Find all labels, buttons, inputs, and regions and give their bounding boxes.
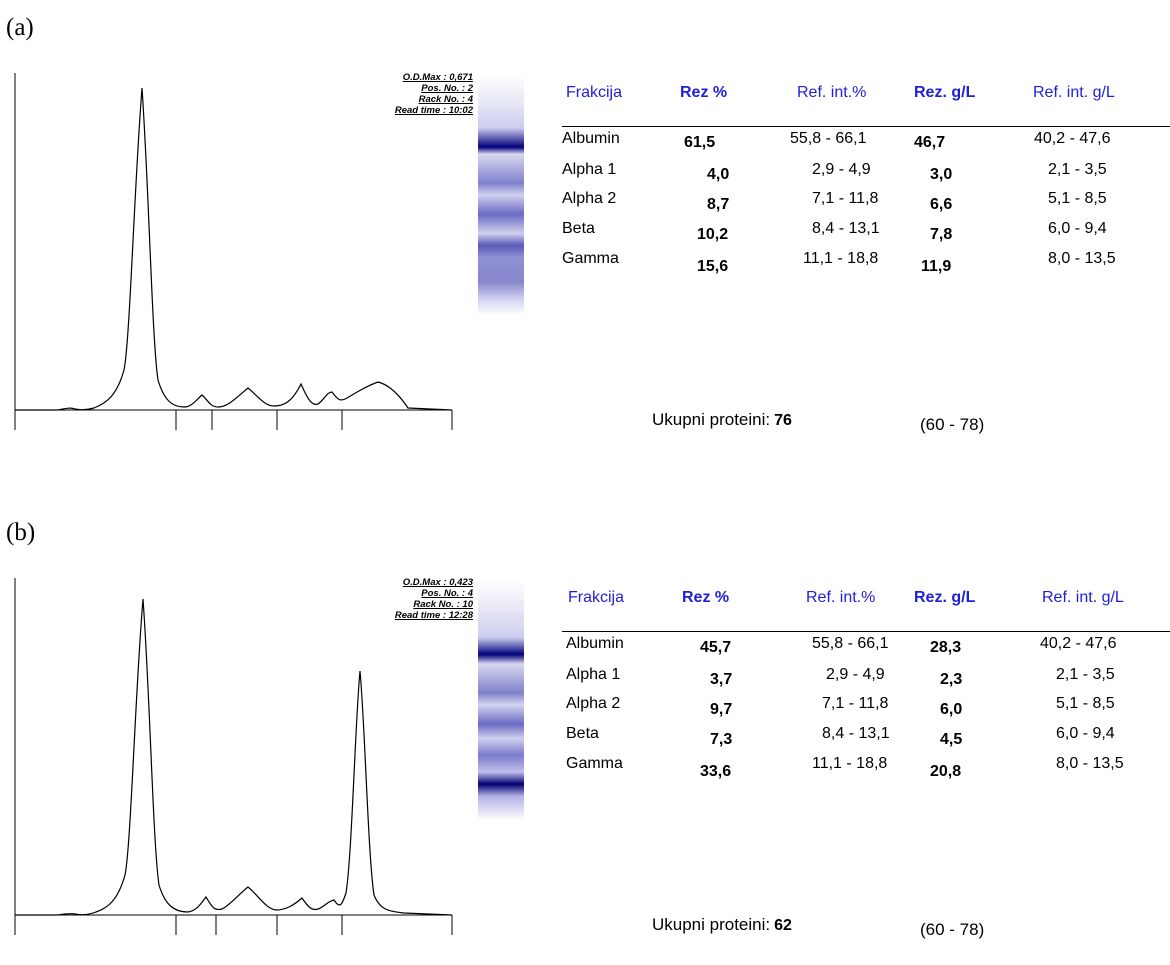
- fraction-name: Gamma: [566, 755, 623, 772]
- fraction-name: Alpha 1: [562, 161, 617, 178]
- col-header-rez-gl: Rez. g/L: [914, 84, 976, 101]
- ref-gl: 2,1 - 3,5: [1056, 666, 1115, 683]
- col-header-ref-pct: Ref. int.%: [806, 589, 876, 606]
- fraction-name: Gamma: [562, 250, 619, 267]
- ref-gl: 2,1 - 3,5: [1048, 161, 1107, 178]
- rez-pct: 8,7: [707, 196, 730, 213]
- trace-line: [15, 87, 453, 411]
- fraction-name: Albumin: [566, 635, 624, 652]
- header-rule: [562, 631, 1170, 632]
- ref-gl: 8,0 - 13,5: [1048, 250, 1116, 267]
- col-header-ref-gl: Ref. int. g/L: [1042, 589, 1124, 606]
- ref-pct: 11,1 - 18,8: [803, 250, 879, 267]
- total-protein-range: (60 - 78): [920, 415, 985, 434]
- rez-gl: 7,8: [930, 226, 953, 243]
- col-header-rez-gl: Rez. g/L: [914, 589, 976, 606]
- ref-pct: 2,9 - 4,9: [826, 666, 885, 683]
- ref-pct: 8,4 - 13,1: [822, 725, 890, 742]
- scan-metadata: O.D.Max : 0,423 Pos. No. : 4 Rack No. : …: [340, 577, 473, 621]
- rez-pct: 3,7: [710, 671, 733, 688]
- fraction-name: Albumin: [562, 130, 620, 147]
- total-protein-range: (60 - 78): [920, 920, 985, 939]
- panel-label: (a): [6, 14, 34, 41]
- fraction-name: Alpha 2: [562, 190, 617, 207]
- rez-gl: 11,9: [921, 258, 952, 275]
- total-protein-value: 76: [774, 412, 792, 429]
- read-time: Read time : 10:02: [394, 105, 473, 116]
- col-header-frakcija: Frakcija: [568, 589, 625, 606]
- rez-pct: 61,5: [684, 134, 716, 151]
- fraction-table: Frakcija Rez % Ref. int.% Rez. g/L Ref. …: [560, 84, 1170, 284]
- total-protein-value: 62: [774, 917, 792, 934]
- trace-line: [15, 598, 453, 916]
- ref-gl: 8,0 - 13,5: [1056, 755, 1124, 772]
- col-header-ref-gl: Ref. int. g/L: [1033, 84, 1115, 101]
- electrophoresis-gel-strip: [478, 75, 524, 315]
- rez-gl: 6,0: [940, 701, 963, 718]
- fraction-name: Beta: [562, 220, 595, 237]
- scan-metadata: O.D.Max : 0,671 Pos. No. : 2 Rack No. : …: [340, 72, 473, 116]
- total-protein: Ukupni proteini: 76: [652, 410, 792, 430]
- rez-pct: 9,7: [710, 701, 733, 718]
- header-rule: [562, 126, 1170, 127]
- ref-gl: 5,1 - 8,5: [1056, 695, 1115, 712]
- fraction-name: Alpha 2: [566, 695, 621, 712]
- ref-pct: 7,1 - 11,8: [812, 190, 879, 207]
- total-protein-label: Ukupni proteini:: [652, 915, 771, 934]
- ref-pct: 7,1 - 11,8: [822, 695, 889, 712]
- ref-gl: 40,2 - 47,6: [1040, 635, 1117, 652]
- rez-gl: 6,6: [930, 196, 953, 213]
- position-number: Pos. No. : 2: [421, 83, 473, 94]
- col-header-frakcija: Frakcija: [566, 84, 623, 101]
- read-time: Read time : 12:28: [394, 610, 473, 621]
- rez-gl: 20,8: [930, 763, 962, 780]
- ref-gl: 6,0 - 9,4: [1056, 725, 1115, 742]
- panel-label: (b): [6, 519, 36, 546]
- rez-gl: 28,3: [930, 639, 962, 656]
- ref-gl: 6,0 - 9,4: [1048, 220, 1107, 237]
- od-max: O.D.Max : 0,423: [402, 577, 473, 588]
- ref-pct: 55,8 - 66,1: [812, 635, 889, 652]
- electrophoresis-gel-strip: [478, 580, 524, 820]
- rez-gl: 46,7: [914, 134, 946, 151]
- rez-gl: 3,0: [930, 166, 953, 183]
- ref-pct: 2,9 - 4,9: [812, 161, 871, 178]
- rez-gl: 2,3: [940, 671, 963, 688]
- rez-pct: 33,6: [700, 763, 732, 780]
- position-number: Pos. No. : 4: [421, 588, 473, 599]
- rez-gl: 4,5: [940, 731, 963, 748]
- fraction-name: Alpha 1: [566, 666, 621, 683]
- rez-pct: 15,6: [697, 258, 729, 275]
- rack-number: Rack No. : 10: [413, 599, 473, 610]
- rez-pct: 10,2: [697, 226, 729, 243]
- rack-number: Rack No. : 4: [418, 94, 473, 105]
- rez-pct: 4,0: [707, 166, 730, 183]
- od-max: O.D.Max : 0,671: [402, 72, 473, 83]
- total-protein-label: Ukupni proteini:: [652, 410, 771, 429]
- panel-a: (a) O.D.Max : 0,671 Pos. No. : 2 Rack No…: [0, 0, 1170, 460]
- fraction-name: Beta: [566, 725, 599, 742]
- col-header-rez-pct: Rez %: [682, 589, 730, 606]
- rez-pct: 7,3: [710, 731, 733, 748]
- ref-pct: 55,8 - 66,1: [790, 130, 867, 147]
- ref-pct: 11,1 - 18,8: [812, 755, 888, 772]
- panel-b: (b) O.D.Max : 0,423 Pos. No. : 4 Rack No…: [0, 505, 1170, 965]
- total-protein: Ukupni proteini: 62: [652, 915, 792, 935]
- densitometry-trace: [14, 578, 453, 935]
- col-header-ref-pct: Ref. int.%: [797, 84, 867, 101]
- ref-gl: 5,1 - 8,5: [1048, 190, 1107, 207]
- fraction-table: Frakcija Rez % Ref. int.% Rez. g/L Ref. …: [560, 589, 1170, 789]
- rez-pct: 45,7: [700, 639, 732, 656]
- densitometry-trace: [14, 73, 453, 430]
- col-header-rez-pct: Rez %: [680, 84, 728, 101]
- ref-pct: 8,4 - 13,1: [812, 220, 880, 237]
- ref-gl: 40,2 - 47,6: [1034, 130, 1111, 147]
